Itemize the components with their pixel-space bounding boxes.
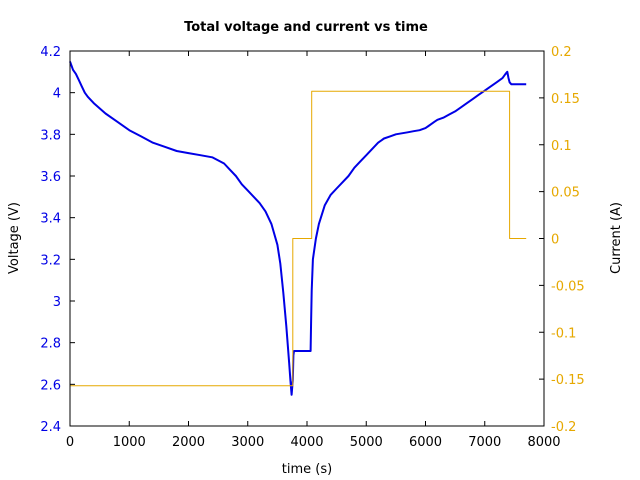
right-tick-label: -0.1: [551, 326, 576, 341]
left-tick-label: 3: [53, 295, 61, 310]
left-tick-label: 2.8: [40, 337, 61, 352]
right-tick-label: 0.2: [551, 45, 572, 60]
x-tick-label: 3000: [231, 435, 264, 450]
x-tick-label: 2000: [172, 435, 205, 450]
right-tick-label: -0.05: [551, 279, 585, 294]
voltage-line: [69, 61, 527, 396]
x-axis-label: time (s): [282, 462, 332, 477]
left-tick-label: 3.6: [40, 170, 61, 185]
left-tick-label: 4.2: [40, 45, 61, 60]
plot-area: [69, 61, 527, 396]
x-tick-label: 1000: [113, 435, 146, 450]
x-tick-label: 8000: [527, 435, 560, 450]
right-tick-label: -0.2: [551, 420, 576, 435]
x-tick-label: 0: [66, 435, 74, 450]
left-tick-label: 3.4: [40, 212, 61, 227]
x-tick-label: 5000: [350, 435, 383, 450]
x-tick-label: 6000: [409, 435, 442, 450]
y-axis-label-right: Current (A): [609, 202, 624, 274]
left-tick-label: 2.4: [40, 420, 61, 435]
x-tick-label: 4000: [290, 435, 323, 450]
left-tick-label: 3.8: [40, 128, 61, 143]
x-tick-label: 7000: [468, 435, 501, 450]
axis-ticks: 0 1000 2000 3000 4000 5000 6000 7000 8000 2.4 2.6 2…: [40, 45, 584, 450]
right-tick-label: -0.15: [551, 373, 585, 388]
right-tick-label: 0.15: [551, 92, 580, 107]
right-tick-label: 0.05: [551, 186, 580, 201]
right-tick-label: 0: [551, 233, 559, 248]
left-tick-label: 4: [53, 87, 61, 102]
current-line: [70, 90, 527, 387]
chart-title: Total voltage and current vs time: [184, 20, 428, 35]
right-tick-label: 0.1: [551, 139, 572, 154]
left-tick-label: 2.6: [40, 378, 61, 393]
left-tick-label: 3.2: [40, 253, 61, 268]
y-axis-label-left: Voltage (V): [7, 202, 22, 274]
